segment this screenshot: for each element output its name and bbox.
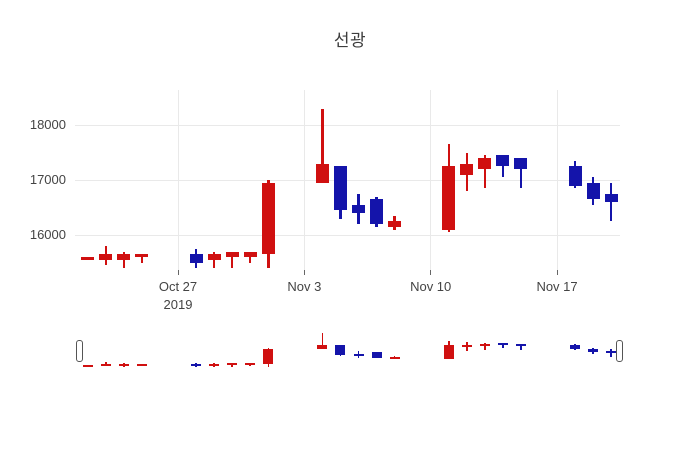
candle-body[interactable] [333, 166, 347, 211]
candle-wick [501, 155, 505, 178]
candle-wick [519, 158, 523, 189]
candle-body[interactable] [315, 163, 329, 183]
slider-candle-body [570, 345, 581, 350]
slider-candle-body [461, 344, 472, 348]
candle-body[interactable] [225, 251, 239, 257]
candle-body[interactable] [207, 254, 221, 260]
candle-wick [321, 108, 324, 183]
slider-candle-body [443, 345, 454, 359]
h-gridline [75, 179, 620, 181]
slider-candle-body [118, 364, 129, 367]
slider-candle-body [479, 343, 490, 346]
candle-body[interactable] [261, 182, 275, 255]
v-gridline [303, 90, 305, 270]
candle-wick [609, 182, 613, 222]
candle-body[interactable] [81, 257, 95, 260]
slider-candle-body [136, 364, 147, 367]
slider-candle-body [389, 357, 400, 360]
v-gridline [556, 90, 558, 270]
slider-candle-body [100, 364, 111, 367]
slider-candle-body [353, 353, 364, 356]
y-tick-label: 16000 [29, 227, 66, 242]
slider-candle-wick [502, 342, 504, 348]
chart-title: 선광 [333, 31, 367, 50]
slider-candle-body [515, 343, 526, 346]
candle-body[interactable] [388, 221, 402, 227]
range-slider-left-handle[interactable] [76, 340, 83, 362]
candle-body[interactable] [135, 254, 149, 257]
h-gridline [75, 124, 620, 126]
slider-candle-wick [321, 333, 324, 349]
slider-candle-body [588, 348, 599, 353]
slider-candle-body [245, 363, 256, 366]
candle-wick [122, 251, 126, 268]
candle-body[interactable] [604, 193, 618, 202]
x-tick-mark [177, 270, 179, 275]
x-tick-mark [303, 270, 305, 275]
candle-wick [212, 251, 216, 268]
slider-candle-wick [520, 343, 522, 350]
slider-candle-body [497, 342, 508, 346]
candle-body[interactable] [496, 155, 510, 167]
x-tick-label: Nov 17 [536, 279, 578, 294]
slider-candle-wick [484, 342, 486, 350]
range-slider-right-handle[interactable] [616, 340, 623, 362]
v-gridline [177, 90, 179, 270]
candle-body[interactable] [478, 158, 492, 169]
range-slider[interactable] [75, 330, 620, 372]
y-tick-label: 18000 [29, 117, 66, 132]
slider-candle-body [227, 363, 238, 366]
plot-area[interactable] [75, 90, 620, 270]
slider-candle-body [335, 345, 346, 355]
x-tick-mark [430, 270, 432, 275]
x-tick-mark [556, 270, 558, 275]
candle-wick [483, 155, 487, 189]
slider-candle-body [606, 351, 617, 354]
candle-body[interactable] [99, 254, 113, 260]
candle-body[interactable] [514, 158, 528, 169]
x-tick-label: Oct 27 [158, 279, 198, 294]
slider-candle-body [317, 344, 328, 349]
slider-candle-body [191, 364, 202, 367]
candle-body[interactable] [243, 251, 257, 257]
slider-candle-body [263, 348, 274, 365]
candle-body[interactable] [352, 204, 365, 213]
candle-wick [248, 251, 252, 263]
x-tick-label: Nov 3 [287, 279, 322, 294]
candle-body[interactable] [370, 199, 384, 224]
candle-body[interactable] [442, 166, 456, 230]
slider-candle-body [371, 352, 382, 358]
h-gridline [75, 234, 620, 236]
v-gridline [430, 90, 432, 270]
candle-body[interactable] [460, 163, 474, 175]
x-tick-label: Nov 10 [410, 279, 452, 294]
candle-body[interactable] [117, 254, 131, 260]
candle-wick [230, 251, 234, 268]
x-tick-year-label: 2019 [163, 297, 193, 312]
slider-candle-body [82, 364, 93, 367]
candle-body[interactable] [586, 182, 600, 200]
candle-body[interactable] [568, 166, 582, 186]
candle-body[interactable] [189, 254, 203, 263]
slider-candle-body [209, 364, 220, 367]
candle-wick [140, 254, 144, 263]
y-tick-label: 17000 [29, 172, 66, 187]
